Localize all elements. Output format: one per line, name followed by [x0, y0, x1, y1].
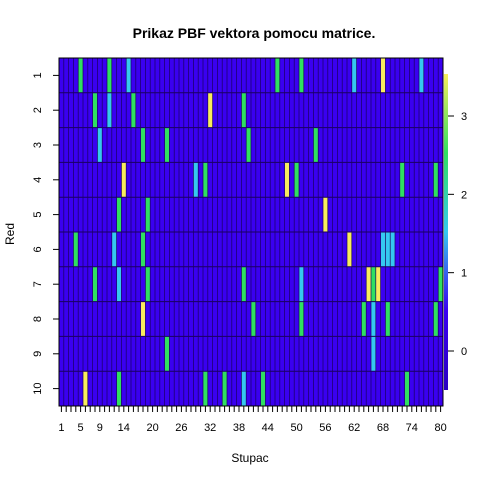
y-tick-label: 4 — [32, 177, 44, 183]
heatmap-cell — [390, 232, 395, 267]
heatmap-cell — [438, 266, 443, 302]
colorbar-tick-label: 0 — [461, 346, 467, 358]
y-axis-label: Red — [3, 223, 17, 245]
x-tick-label: 56 — [319, 422, 331, 434]
heatmap-cell — [404, 371, 410, 406]
heatmap-cell — [385, 232, 391, 267]
heatmap-cell — [371, 301, 376, 337]
heatmap-cell — [83, 371, 88, 406]
heatmap-cell — [164, 127, 170, 163]
heatmap-cell — [92, 92, 98, 128]
x-tick-label: 68 — [377, 422, 389, 434]
heatmap-cell — [241, 371, 247, 406]
heatmap-cell — [246, 127, 251, 163]
x-tick-label: 32 — [204, 422, 216, 434]
y-tick-label: 3 — [32, 142, 44, 148]
heatmap-cell — [294, 162, 299, 198]
heatmap-cell — [299, 266, 304, 302]
x-axis: 1 5 9 14 20 26 32 38 44 50 56 62 68 74 80 — [58, 406, 447, 434]
heatmap-cell — [126, 58, 131, 93]
heatmap-cell — [241, 266, 247, 302]
heatmap-cell — [275, 58, 280, 93]
heatmap-cell — [140, 301, 146, 337]
heatmap-cell — [107, 58, 112, 93]
x-tick-label: 74 — [406, 422, 418, 434]
heatmap-cell — [222, 371, 227, 406]
heatmap-cell — [361, 301, 367, 337]
x-tick-label: 62 — [348, 422, 360, 434]
heatmap-cell — [111, 232, 117, 267]
heatmap-cell — [323, 197, 328, 232]
heatmap-cell — [399, 162, 405, 198]
x-tick-label: 1 — [58, 422, 64, 434]
colorbar-tick-label: 1 — [461, 268, 467, 280]
heatmap-cell — [145, 266, 151, 302]
heatmap-cell — [380, 58, 386, 93]
heatmap-cell — [433, 162, 439, 198]
heatmap-cell — [73, 232, 79, 267]
heatmap-cell — [116, 371, 122, 406]
y-tick-label: 10 — [32, 382, 44, 394]
colorbar-tick-label: 2 — [461, 189, 467, 201]
x-tick-label: 14 — [118, 422, 130, 434]
x-tick-label: 20 — [146, 422, 158, 434]
y-tick-label: 6 — [32, 246, 44, 252]
heatmap-cell — [241, 92, 247, 128]
heatmap-cell — [260, 371, 266, 406]
heatmap-cell — [92, 266, 98, 302]
x-tick-label: 5 — [78, 422, 84, 434]
y-axis: 1 2 3 4 5 6 7 8 9 10 — [32, 72, 59, 395]
heatmap-cell — [207, 92, 213, 128]
heatmap-cell — [203, 162, 208, 198]
heatmap-cell — [193, 162, 199, 198]
heatmap-cell — [107, 92, 112, 128]
y-tick-label: 8 — [32, 316, 44, 322]
heatmap-cell — [371, 336, 376, 372]
heatmap-cell — [375, 266, 381, 302]
x-tick-label: 50 — [290, 422, 302, 434]
heatmap-cell — [164, 336, 170, 372]
heatmap-cell — [380, 232, 386, 267]
heatmap-cell — [385, 301, 391, 337]
heatmap-cell — [284, 162, 290, 198]
heatmap-cell — [299, 58, 304, 93]
heatmap-cell — [313, 127, 319, 163]
heatmap-cells — [58, 57, 444, 407]
x-axis-label: Stupac — [231, 451, 268, 465]
heatmap-cell — [131, 92, 136, 128]
y-tick-label: 9 — [32, 351, 44, 357]
heatmap-cell — [351, 58, 357, 93]
heatmap-cell — [121, 162, 127, 198]
x-tick-label: 9 — [97, 422, 103, 434]
chart-title: Prikaz PBF vektora pomocu matrice. — [133, 25, 376, 41]
x-tick-label: 44 — [262, 422, 274, 434]
x-tick-label: 80 — [434, 422, 446, 434]
colorbar-tick-label: 3 — [461, 111, 467, 123]
heatmap-cell — [433, 301, 439, 337]
heatmap-cell — [366, 266, 371, 302]
y-tick-label: 5 — [32, 212, 44, 218]
heatmap-cell — [97, 127, 103, 163]
heatmap-cell — [78, 58, 83, 93]
heatmap-cell — [299, 301, 304, 337]
heatmap-cell — [371, 266, 376, 302]
heatmap-cell — [116, 266, 122, 302]
y-tick-label: 1 — [32, 72, 44, 78]
heatmap-cell — [419, 58, 424, 93]
heatmap-cell — [203, 371, 208, 406]
heatmap-cell — [251, 301, 256, 337]
heatmap-cell — [140, 232, 146, 267]
y-tick-label: 7 — [32, 281, 44, 287]
heatmap-cell — [347, 232, 352, 267]
heatmap-cell — [145, 197, 151, 232]
x-tick-label: 38 — [233, 422, 245, 434]
y-tick-label: 2 — [32, 107, 44, 113]
heatmap-cell — [116, 197, 122, 232]
colorbar: 0 1 2 3 — [444, 74, 467, 390]
x-tick-label: 26 — [175, 422, 187, 434]
colorbar-strip — [444, 74, 448, 390]
plot-frame — [58, 57, 444, 407]
heatmap-cell — [140, 127, 146, 163]
